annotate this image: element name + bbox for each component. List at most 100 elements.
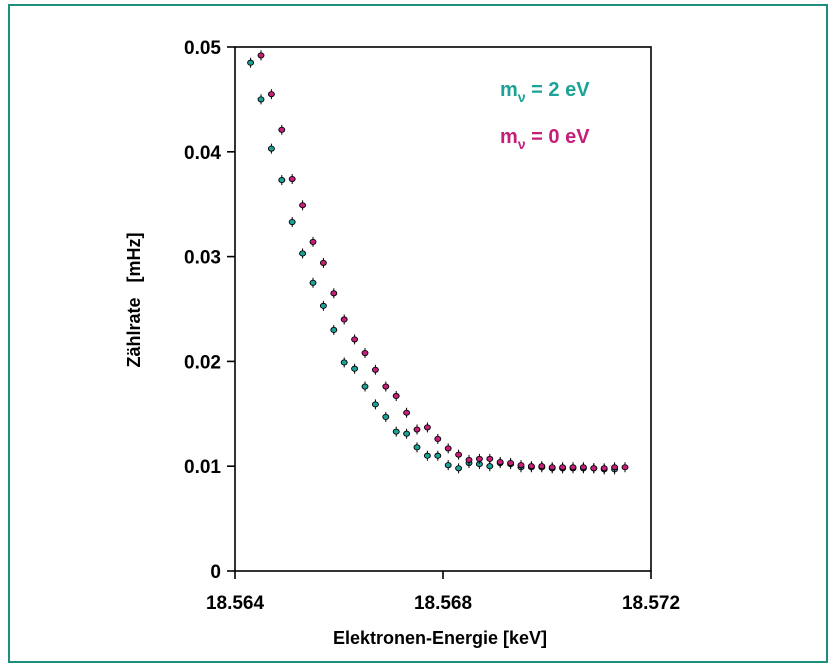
point-m0 <box>423 422 431 433</box>
point-m2 <box>455 463 463 474</box>
data-marker <box>392 392 400 400</box>
data-marker <box>434 435 442 443</box>
data-marker <box>340 359 348 366</box>
data-marker <box>486 455 494 462</box>
legend-m2-rest: = 2 eV <box>526 79 591 101</box>
data-marker <box>423 452 431 459</box>
point-m2 <box>309 277 317 288</box>
point-m0 <box>413 424 421 435</box>
y-tick-label: 0 <box>210 562 221 583</box>
point-m0 <box>288 174 296 185</box>
legend-m2-main: m <box>500 79 518 101</box>
legend-m0-sub: ν <box>518 136 526 152</box>
data-marker <box>382 413 390 420</box>
data-marker <box>257 52 265 59</box>
y-tick-label: 0.05 <box>184 38 221 59</box>
data-marker <box>507 460 515 467</box>
point-m0 <box>371 364 379 375</box>
point-m0 <box>569 462 577 473</box>
point-m2 <box>403 428 411 439</box>
point-m0 <box>278 124 286 135</box>
data-marker <box>548 464 556 471</box>
point-m2 <box>413 442 421 453</box>
data-marker <box>517 462 525 469</box>
point-m2 <box>257 94 265 105</box>
point-m0 <box>559 462 567 473</box>
point-m2 <box>361 381 369 392</box>
data-marker <box>569 464 577 471</box>
point-m0 <box>361 348 369 359</box>
data-marker <box>299 250 307 257</box>
data-marker <box>579 464 587 471</box>
x-axis-title: Elektronen-Energie [keV] <box>333 628 547 648</box>
point-m0 <box>590 463 598 474</box>
point-m0 <box>517 460 525 471</box>
point-m0 <box>496 457 504 468</box>
data-marker <box>413 426 421 433</box>
data-marker <box>299 202 307 209</box>
x-tick-label: 18.572 <box>622 593 680 614</box>
data-marker <box>455 465 463 472</box>
data-marker <box>319 302 327 309</box>
data-marker <box>392 428 400 435</box>
y-axis-title: Zählrate [mHz] <box>124 232 144 367</box>
data-marker <box>403 409 411 416</box>
point-m0 <box>340 314 348 325</box>
point-m2 <box>351 363 359 374</box>
data-marker <box>267 145 275 152</box>
data-marker <box>475 455 483 462</box>
data-marker <box>319 259 327 266</box>
data-marker <box>465 456 473 463</box>
point-m0 <box>434 433 442 444</box>
data-marker <box>538 463 546 470</box>
data-marker <box>611 464 619 471</box>
y-tick-label: 0.02 <box>184 352 221 373</box>
point-m0 <box>600 463 608 474</box>
point-m0 <box>330 288 338 299</box>
chart-frame <box>8 4 828 663</box>
point-m2 <box>267 143 275 154</box>
point-m2 <box>319 300 327 311</box>
point-m0 <box>538 461 546 472</box>
data-marker <box>309 238 317 245</box>
data-marker <box>247 59 255 66</box>
data-marker <box>288 218 296 226</box>
y-tick-label: 0.01 <box>184 457 221 478</box>
point-m2 <box>392 426 400 437</box>
point-m2 <box>278 175 286 186</box>
legend-m2-sub: ν <box>518 89 526 105</box>
data-marker <box>434 452 442 459</box>
point-m2 <box>486 461 494 472</box>
point-m2 <box>330 324 338 335</box>
data-marker <box>361 383 369 390</box>
y-tick-label: 0.04 <box>184 143 221 164</box>
point-m2 <box>444 460 452 471</box>
data-marker <box>590 465 598 472</box>
point-m0 <box>309 236 317 247</box>
data-marker <box>600 465 608 472</box>
point-m0 <box>548 462 556 473</box>
legend-m0-rest: = 0 eV <box>526 126 591 148</box>
data-marker <box>621 464 629 471</box>
data-marker <box>559 464 567 471</box>
point-m0 <box>382 381 390 392</box>
data-marker <box>486 463 494 470</box>
point-m0 <box>299 200 307 211</box>
y-tick-label: 0.03 <box>184 248 221 269</box>
legend-m0-main: m <box>500 126 518 148</box>
legend-entry-m2: mν = 2 eV <box>500 79 590 105</box>
point-m2 <box>288 217 296 228</box>
data-marker <box>257 96 265 103</box>
legend-entry-m0: mν = 0 eV <box>500 126 590 152</box>
data-marker <box>351 365 359 372</box>
point-m2 <box>299 248 307 259</box>
data-marker <box>309 279 317 286</box>
data-marker <box>288 175 296 183</box>
data-marker <box>267 91 275 98</box>
point-m0 <box>392 390 400 401</box>
point-m0 <box>351 334 359 345</box>
data-marker <box>444 462 452 469</box>
point-m0 <box>507 458 515 469</box>
point-m0 <box>319 257 327 268</box>
point-m2 <box>247 57 255 68</box>
